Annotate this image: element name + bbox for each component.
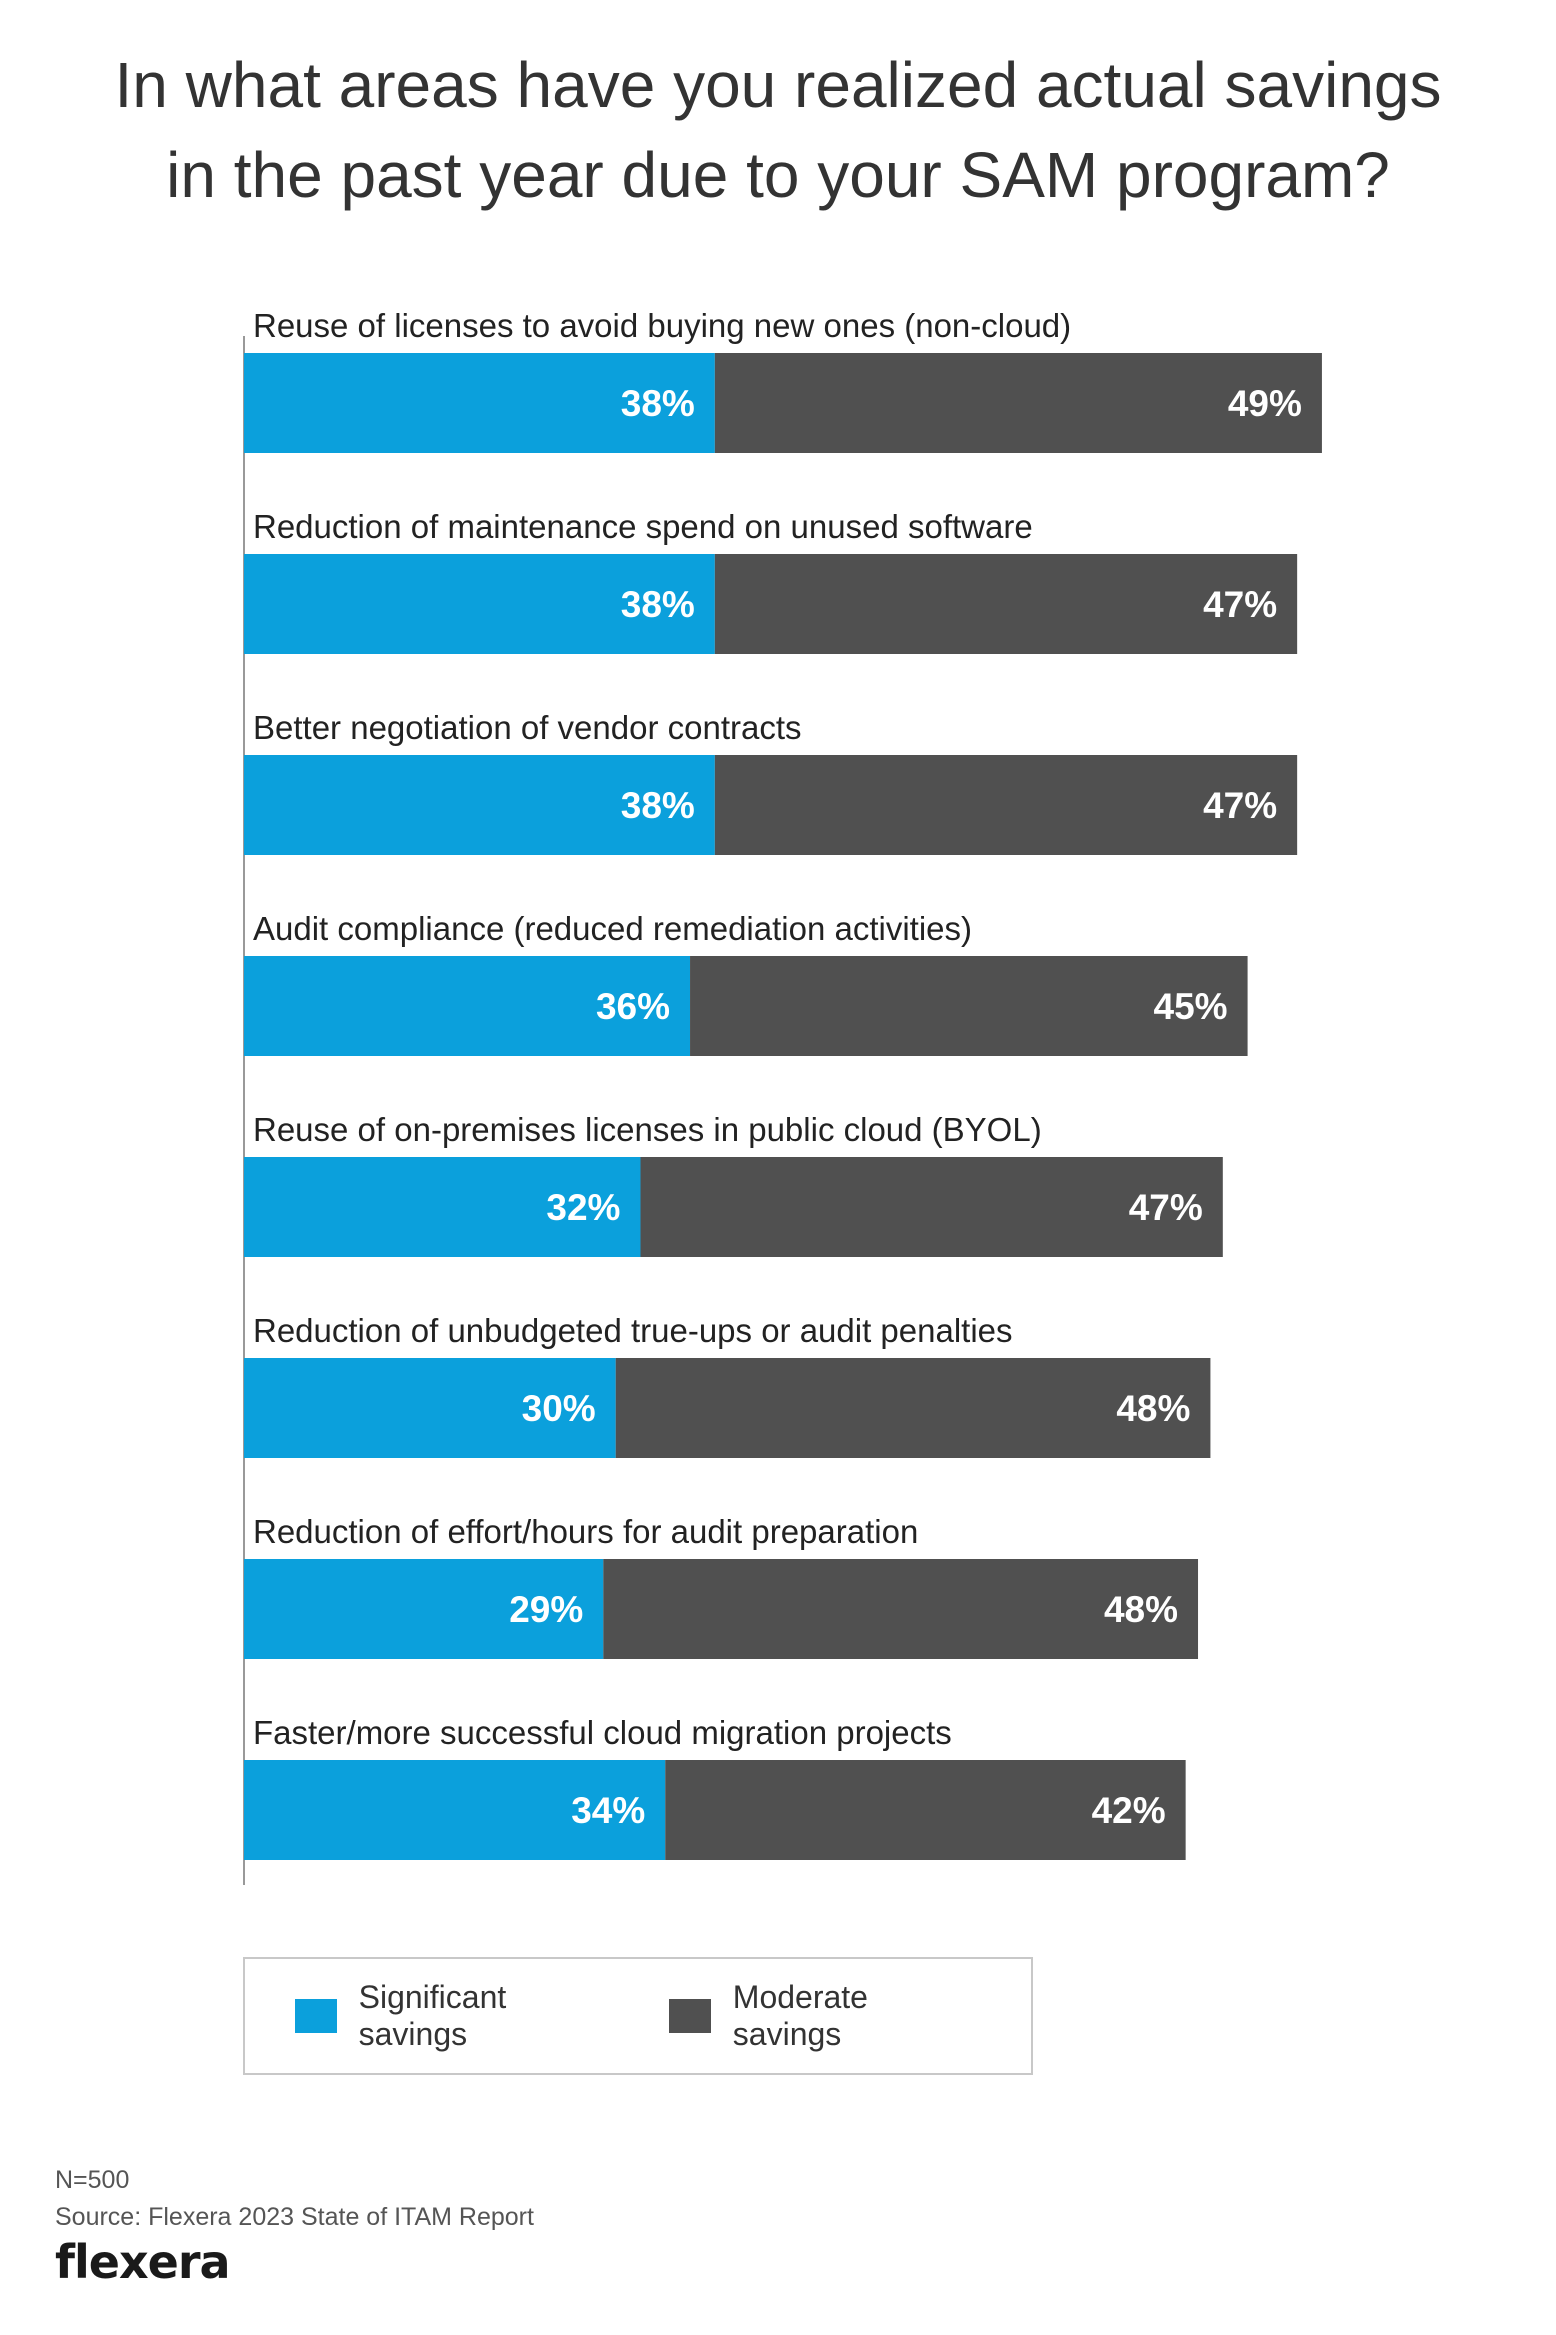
- category-label: Faster/more successful cloud migration p…: [253, 1714, 952, 1751]
- value-label-moderate: 45%: [1154, 986, 1228, 1027]
- chart-title-line-2: in the past year due to your SAM program…: [166, 139, 1390, 211]
- bar-significant-savings: [244, 1760, 666, 1860]
- value-label-significant: 38%: [621, 584, 695, 625]
- bar-chart: Reuse of licenses to avoid buying new on…: [243, 307, 1322, 1885]
- bar-moderate-savings: [714, 554, 1298, 654]
- legend-item-significant: Significant savings: [295, 1979, 621, 2053]
- category-label: Reduction of unbudgeted true-ups or audi…: [253, 1312, 1013, 1349]
- value-label-significant: 38%: [621, 383, 695, 424]
- value-label-moderate: 47%: [1203, 584, 1277, 625]
- legend-label-moderate: Moderate savings: [732, 1979, 868, 2052]
- bar-moderate-savings: [690, 956, 1248, 1056]
- category-label: Better negotiation of vendor contracts: [253, 709, 802, 746]
- bar-significant-savings: [244, 755, 715, 855]
- legend: Significant savings Moderate savings: [243, 1957, 1033, 2075]
- sample-size-note: N=500: [55, 2166, 130, 2194]
- bar-moderate-savings: [603, 1559, 1199, 1659]
- category-label: Reduction of effort/hours for audit prep…: [253, 1513, 918, 1550]
- bar-moderate-savings: [714, 755, 1298, 855]
- category-label: Reduction of maintenance spend on unused…: [253, 508, 1033, 545]
- bar-significant-savings: [244, 554, 715, 654]
- category-label: Reuse of on-premises licenses in public …: [253, 1111, 1042, 1148]
- category-label: Reuse of licenses to avoid buying new on…: [253, 307, 1071, 344]
- value-label-significant: 32%: [546, 1187, 620, 1228]
- legend-swatch-significant: [295, 1999, 337, 2033]
- flexera-logo: flexera: [55, 2235, 231, 2289]
- footer-notes: N=500 Source: Flexera 2023 State of ITAM…: [55, 2162, 534, 2236]
- category-label: Audit compliance (reduced remediation ac…: [253, 910, 972, 947]
- bar-significant-savings: [244, 353, 715, 453]
- value-label-significant: 38%: [621, 785, 695, 826]
- value-label-moderate: 48%: [1116, 1388, 1190, 1429]
- legend-item-moderate: Moderate savings: [669, 1979, 983, 2053]
- chart-title-line-1: In what areas have you realized actual s…: [114, 49, 1442, 121]
- chart-title: In what areas have you realized actual s…: [20, 40, 1536, 220]
- bar-moderate-savings: [615, 1358, 1211, 1458]
- value-label-significant: 29%: [509, 1589, 583, 1630]
- bar-significant-savings: [244, 1157, 641, 1257]
- bar-significant-savings: [244, 1559, 604, 1659]
- bar-moderate-savings: [665, 1760, 1186, 1860]
- value-label-significant: 30%: [522, 1388, 596, 1429]
- value-label-significant: 36%: [596, 986, 670, 1027]
- value-label-significant: 34%: [571, 1790, 645, 1831]
- value-label-moderate: 42%: [1092, 1790, 1166, 1831]
- bar-moderate-savings: [640, 1157, 1223, 1257]
- bar-significant-savings: [244, 1358, 616, 1458]
- bar-groups: Reuse of licenses to avoid buying new on…: [244, 307, 1322, 1860]
- bar-significant-savings: [244, 956, 691, 1056]
- legend-swatch-moderate: [669, 1999, 711, 2033]
- value-label-moderate: 47%: [1129, 1187, 1203, 1228]
- bar-moderate-savings: [714, 353, 1322, 453]
- legend-label-significant: Significant savings: [358, 1979, 507, 2052]
- value-label-moderate: 48%: [1104, 1589, 1178, 1630]
- source-note: Source: Flexera 2023 State of ITAM Repor…: [55, 2203, 534, 2231]
- value-label-moderate: 49%: [1228, 383, 1302, 424]
- value-label-moderate: 47%: [1203, 785, 1277, 826]
